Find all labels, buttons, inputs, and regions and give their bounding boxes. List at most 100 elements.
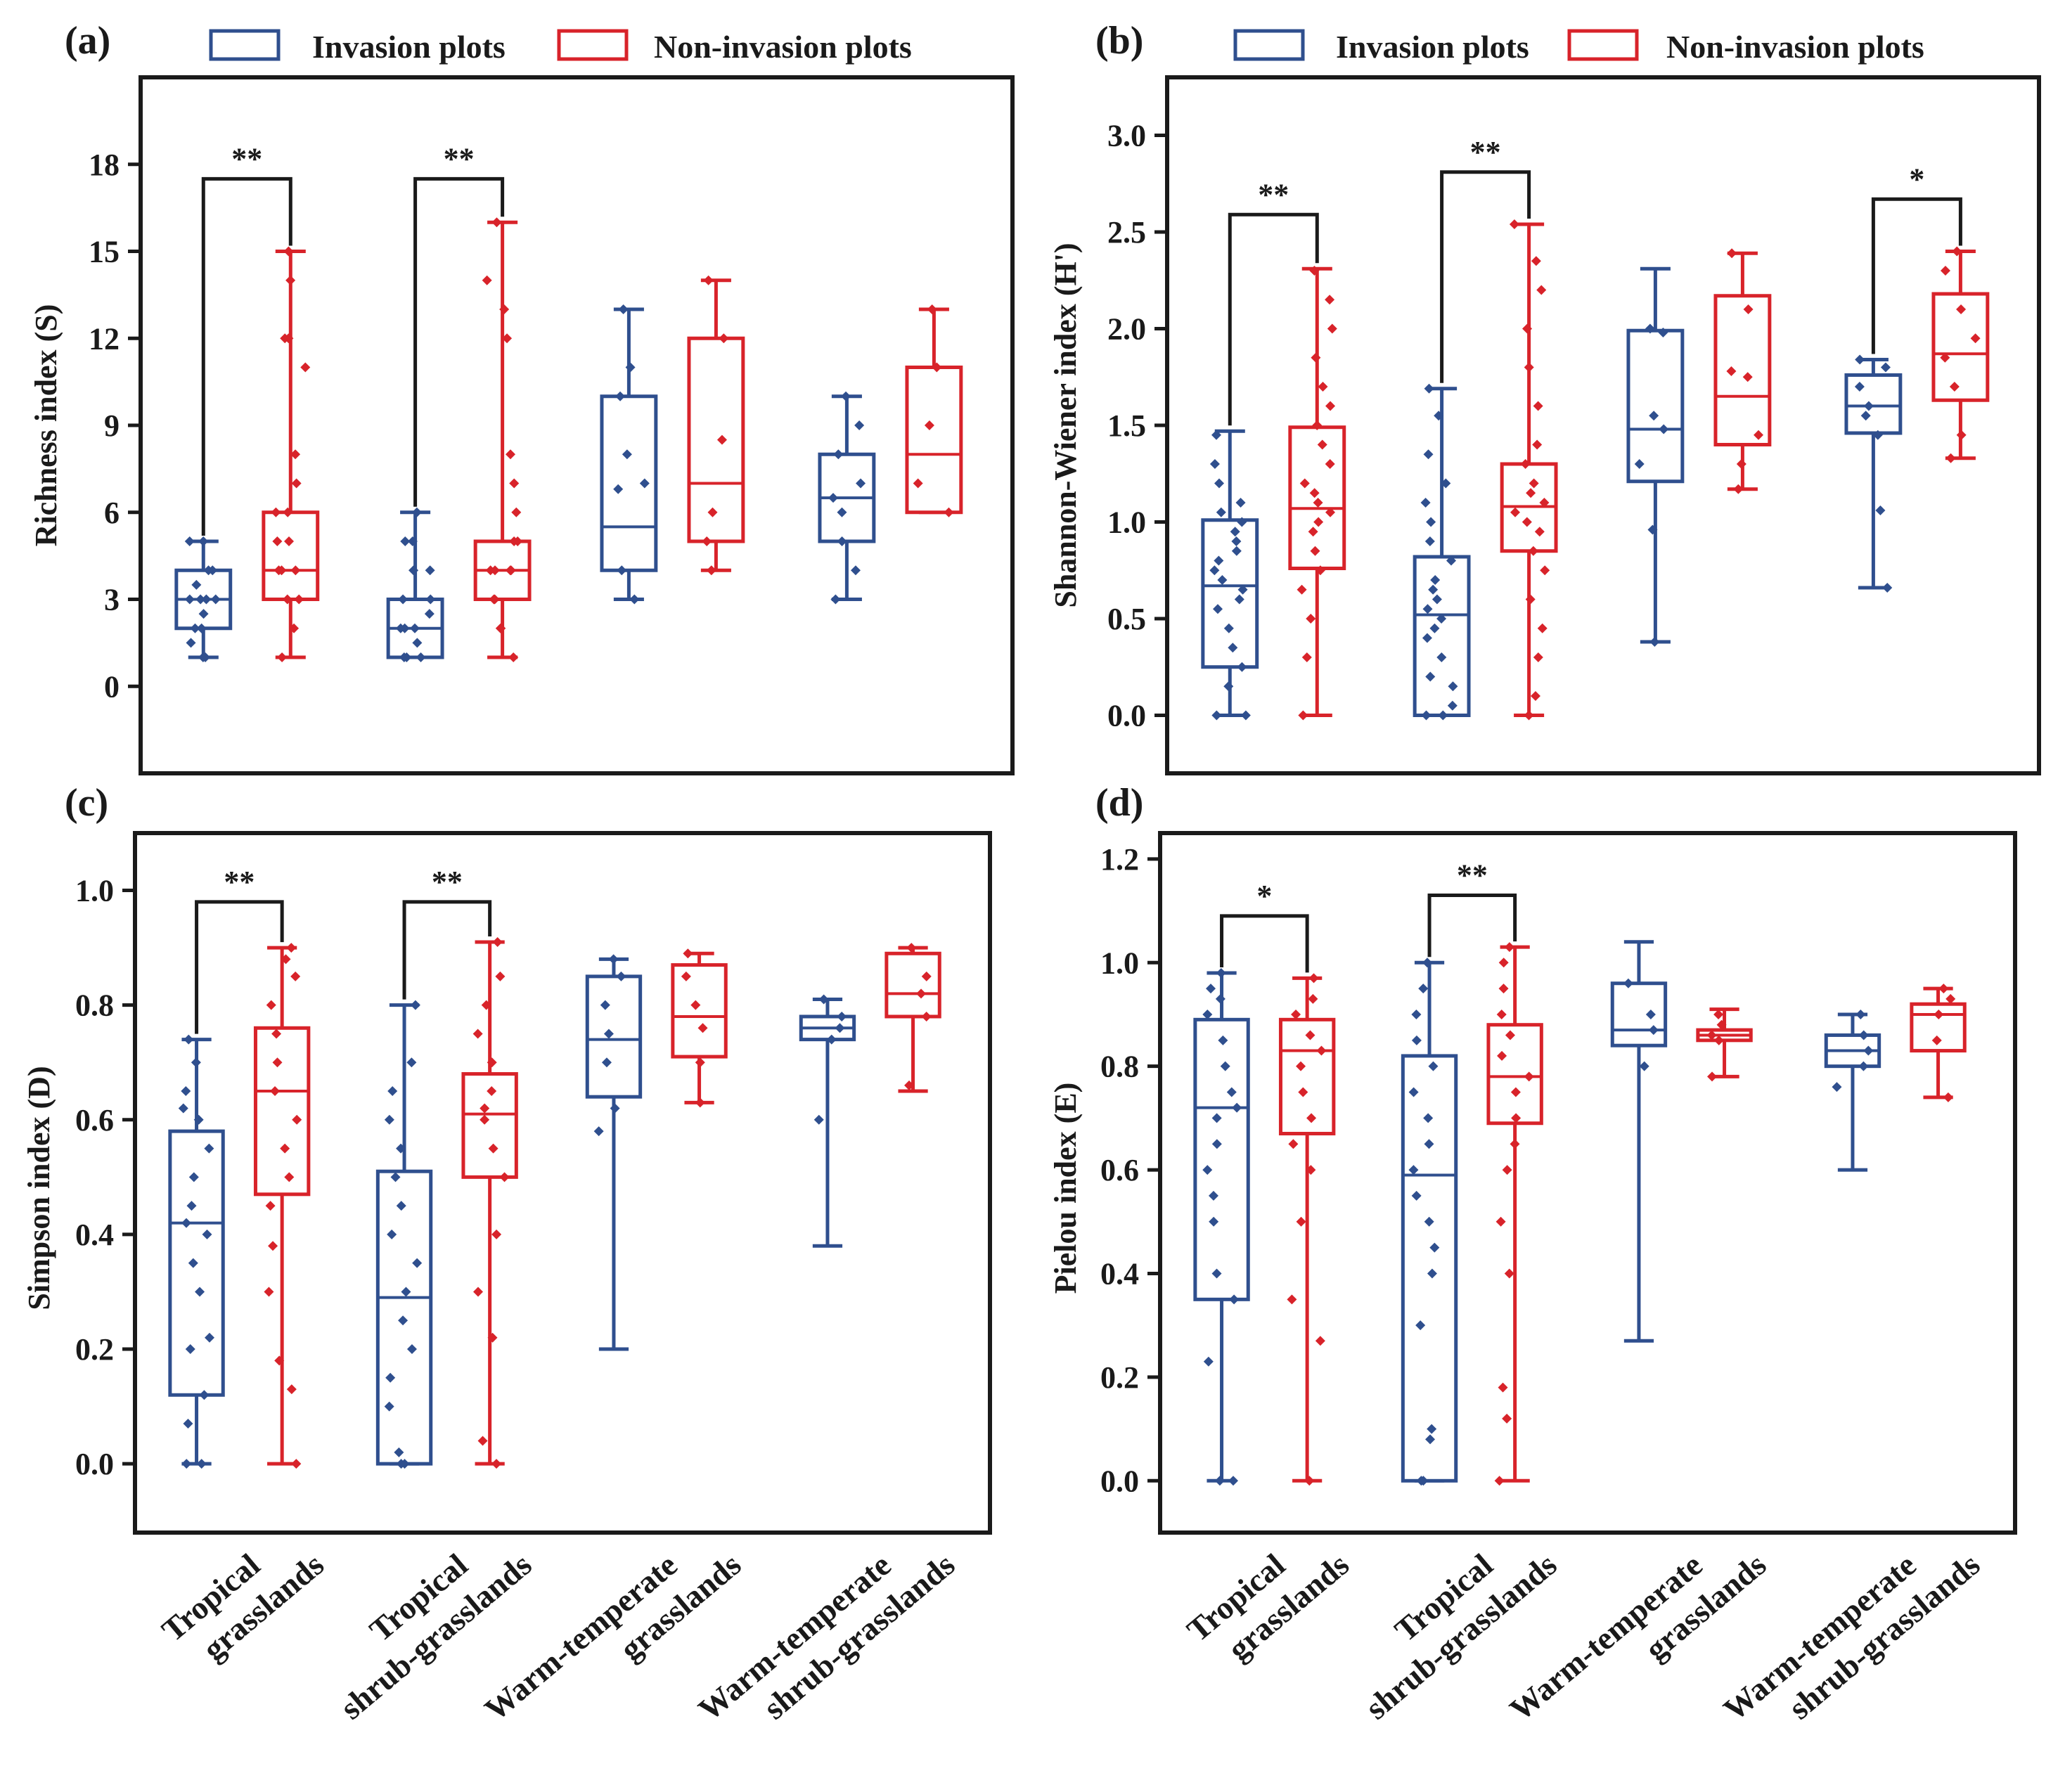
- data-point: [1428, 584, 1439, 595]
- legend-label-non-invasion: Non-invasion plots: [654, 29, 912, 65]
- data-point: [412, 1258, 423, 1268]
- box-invasion-cat-3: [799, 994, 856, 1248]
- y-tick-label: 1.2: [1100, 842, 1139, 877]
- data-point: [1408, 1087, 1419, 1097]
- box-non-invasion-cat-0: [1288, 266, 1346, 721]
- panel-label: (d): [1095, 781, 1143, 825]
- data-point: [695, 1057, 705, 1068]
- data-point: [193, 1114, 204, 1125]
- data-point: [622, 449, 632, 460]
- box-invasion-cat-1: [386, 507, 444, 662]
- data-point: [1726, 366, 1737, 376]
- box-invasion-cat-0: [1201, 429, 1259, 721]
- data-point: [283, 536, 294, 546]
- data-point: [188, 1258, 198, 1268]
- data-point: [276, 565, 287, 576]
- data-point: [1231, 546, 1242, 556]
- box-invasion-cat-2: [1626, 266, 1685, 647]
- legend-label-invasion: Invasion plots: [1336, 29, 1529, 65]
- box-plots: [1193, 940, 1967, 1486]
- data-point: [508, 652, 519, 662]
- data-point: [1940, 352, 1950, 363]
- data-point: [1304, 1476, 1315, 1486]
- data-point: [1945, 453, 1956, 463]
- data-point: [813, 1114, 824, 1125]
- data-point: [1510, 1139, 1520, 1149]
- data-point: [1424, 536, 1435, 546]
- data-point: [1938, 984, 1949, 994]
- data-point: [1427, 1268, 1437, 1279]
- data-point: [395, 623, 406, 633]
- data-point: [274, 1355, 285, 1366]
- data-point: [1539, 498, 1550, 508]
- data-point: [1529, 478, 1539, 489]
- data-point: [1872, 430, 1883, 440]
- data-point: [921, 1011, 932, 1021]
- data-point: [191, 579, 202, 590]
- data-point: [1318, 382, 1328, 392]
- significance-label: **: [1457, 858, 1488, 892]
- box-iqr: [1626, 328, 1685, 484]
- panel-b: (b) Invasion plots Non-invasion plots Sh…: [1048, 19, 2041, 775]
- data-point: [265, 1201, 276, 1211]
- data-point: [1411, 1035, 1422, 1045]
- significance-brackets: ** **: [201, 141, 505, 536]
- data-point: [271, 507, 281, 517]
- data-point: [683, 948, 693, 959]
- box-iqr: [1288, 425, 1346, 570]
- bracket-line: [1440, 170, 1531, 383]
- data-point: [1733, 484, 1744, 494]
- data-point: [481, 1000, 491, 1010]
- data-point: [1425, 671, 1436, 682]
- significance-label: **: [1258, 177, 1289, 212]
- legend: Invasion plots Non-invasion plots: [209, 29, 912, 65]
- panel-label: (b): [1095, 19, 1143, 63]
- data-point: [181, 1086, 191, 1097]
- data-point: [186, 638, 196, 648]
- y-tick-label: 18: [89, 148, 120, 182]
- data-point: [1716, 1019, 1727, 1030]
- panel-label: (a): [65, 19, 110, 63]
- data-point: [401, 1287, 411, 1297]
- data-point: [1522, 517, 1532, 527]
- box-iqr: [585, 974, 643, 1099]
- significance-label: **: [224, 865, 255, 899]
- data-point: [1418, 984, 1429, 994]
- data-point: [1209, 459, 1220, 469]
- y-tick-label: 0.4: [1100, 1256, 1139, 1291]
- data-point: [1421, 710, 1432, 721]
- data-point: [181, 1218, 192, 1228]
- data-point: [681, 971, 691, 981]
- data-point: [268, 1241, 278, 1251]
- bracket-line: [1427, 893, 1517, 958]
- data-point: [1742, 372, 1753, 382]
- data-point: [1298, 710, 1308, 721]
- data-point: [203, 565, 214, 576]
- legend-swatch-invasion: [1233, 29, 1305, 61]
- data-point: [181, 1459, 192, 1469]
- data-point: [1634, 459, 1645, 469]
- data-point: [1416, 1476, 1427, 1486]
- box-iqr: [884, 951, 941, 1019]
- box-non-invasion-cat-2: [671, 948, 728, 1108]
- data-point: [472, 1029, 483, 1039]
- data-point: [190, 623, 200, 633]
- data-point: [1211, 1113, 1222, 1123]
- box-plots: [168, 936, 941, 1469]
- data-point: [616, 971, 626, 981]
- data-point: [188, 1172, 199, 1182]
- data-point: [1858, 1061, 1869, 1071]
- data-point: [1215, 993, 1226, 1004]
- data-point: [1436, 614, 1447, 624]
- data-point: [906, 943, 917, 953]
- data-point: [1706, 1030, 1717, 1040]
- data-point: [1228, 643, 1238, 653]
- data-point: [1504, 1268, 1514, 1279]
- data-point: [290, 971, 301, 981]
- data-point: [1229, 1294, 1240, 1305]
- significance-bracket: *: [1220, 879, 1309, 973]
- data-point: [1240, 710, 1251, 721]
- data-point: [1727, 248, 1737, 259]
- data-point: [201, 594, 212, 605]
